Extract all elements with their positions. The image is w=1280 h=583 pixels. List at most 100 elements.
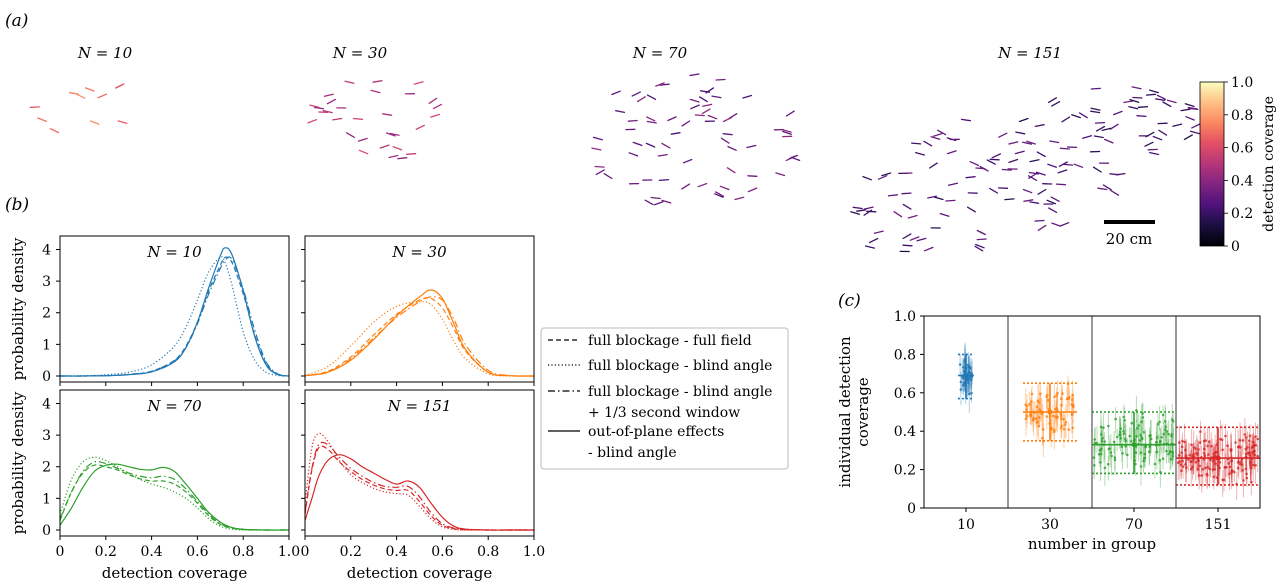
agent-marker	[645, 142, 656, 148]
agent-marker	[644, 199, 654, 206]
individual-point	[1093, 464, 1096, 467]
agent-marker	[646, 94, 657, 100]
individual-point	[1203, 447, 1206, 451]
agent-marker	[1008, 141, 1019, 145]
individual-point	[1246, 446, 1249, 449]
agent-marker	[432, 103, 443, 110]
agent-marker	[989, 158, 1000, 161]
individual-point	[970, 378, 973, 382]
individual-point	[1025, 414, 1029, 418]
agent-marker	[1046, 199, 1057, 205]
individual-point	[1192, 458, 1195, 462]
colorbar-label: detection coverage	[1261, 96, 1277, 232]
individual-point	[1143, 452, 1147, 456]
individual-point	[1165, 430, 1169, 433]
colorbar-tick-label: 1.0	[1231, 75, 1253, 91]
agent-marker	[1057, 169, 1068, 174]
agent-marker	[714, 191, 725, 197]
agent-marker	[1055, 183, 1067, 186]
scale-bar: 20 cm	[1104, 220, 1155, 248]
agent-marker	[785, 110, 795, 117]
agent-marker	[969, 161, 980, 167]
agent-marker	[345, 132, 355, 138]
agent-marker	[1145, 131, 1155, 138]
agent-marker	[1090, 87, 1101, 90]
group-mean-point	[1047, 409, 1053, 415]
individual-point	[1256, 454, 1259, 458]
agent-marker	[632, 141, 643, 147]
individual-point	[1238, 439, 1242, 442]
agent-marker	[631, 91, 641, 97]
density-line-dashdot	[59, 256, 290, 377]
agent-marker	[309, 104, 320, 108]
x-tick-label: 0.8	[477, 544, 499, 560]
individual-point	[1167, 452, 1170, 456]
individual-point	[1148, 445, 1151, 449]
agent-marker	[1095, 125, 1106, 132]
agent-marker	[382, 113, 393, 116]
individual-point	[1169, 457, 1173, 461]
agent-marker	[1166, 99, 1177, 104]
individual-point	[1162, 432, 1165, 436]
agent-marker	[1059, 147, 1071, 150]
individual-point	[1176, 461, 1180, 465]
individual-point	[1107, 462, 1110, 466]
individual-point	[1204, 466, 1207, 470]
y-axis-label-line2: coverage	[854, 377, 872, 446]
agent-marker	[37, 117, 47, 123]
individual-point	[1135, 435, 1138, 438]
individual-point	[1189, 460, 1192, 463]
agent-marker	[933, 196, 944, 201]
agent-marker	[1028, 172, 1038, 179]
agent-marker	[1136, 115, 1147, 118]
density-subplot-2: N = 70 0 1 2 3 4 0 0.2 0.4 0.6 0.8 1.0 probability d…	[9, 389, 300, 582]
agent-marker	[746, 144, 757, 149]
individual-point	[1198, 441, 1202, 444]
agent-marker	[1184, 103, 1195, 108]
panel-label-b: (b)	[5, 195, 29, 215]
snapshot-title: N = 151	[997, 44, 1062, 62]
y-tick-label: 0.4	[894, 424, 916, 440]
agent-marker	[405, 153, 417, 155]
agent-marker	[1137, 106, 1149, 108]
individual-point	[1197, 474, 1201, 477]
individual-point	[1028, 403, 1031, 406]
individual-point	[1181, 459, 1184, 463]
individual-point	[1055, 406, 1059, 410]
individual-point	[1207, 453, 1210, 456]
density-line-dotted	[59, 456, 289, 531]
individual-point	[1188, 453, 1192, 457]
agent-marker	[930, 136, 941, 140]
agent-marker	[97, 93, 108, 99]
individual-point	[1194, 447, 1197, 450]
individual-point	[1045, 415, 1049, 418]
individual-point	[1035, 405, 1039, 409]
density-line-solid	[59, 247, 290, 377]
individual-point	[1053, 395, 1056, 399]
individual-point	[1124, 444, 1127, 448]
individual-point	[1221, 478, 1224, 482]
agent-marker	[976, 229, 986, 236]
agent-marker	[1144, 141, 1154, 147]
individual-point	[1061, 392, 1064, 395]
agent-marker	[1180, 108, 1191, 112]
individual-point	[961, 384, 965, 387]
individual-point	[967, 365, 970, 369]
individual-point	[1245, 476, 1249, 480]
x-tick-label: 0	[301, 544, 310, 560]
agent-marker	[901, 192, 912, 195]
legend-label: full blockage - blind angle	[588, 358, 772, 374]
agent-marker	[594, 165, 605, 168]
agent-marker	[907, 214, 918, 219]
agent-marker	[1051, 101, 1061, 107]
agent-marker	[1149, 151, 1160, 156]
group-mean-point	[1215, 455, 1221, 461]
individual-point	[1158, 440, 1162, 444]
individual-point	[1233, 470, 1236, 474]
agent-marker	[1014, 150, 1025, 155]
agent-marker	[1185, 116, 1195, 121]
y-tick-label: 0	[42, 523, 51, 539]
individual-point	[1189, 467, 1193, 471]
individual-point	[1234, 441, 1237, 444]
